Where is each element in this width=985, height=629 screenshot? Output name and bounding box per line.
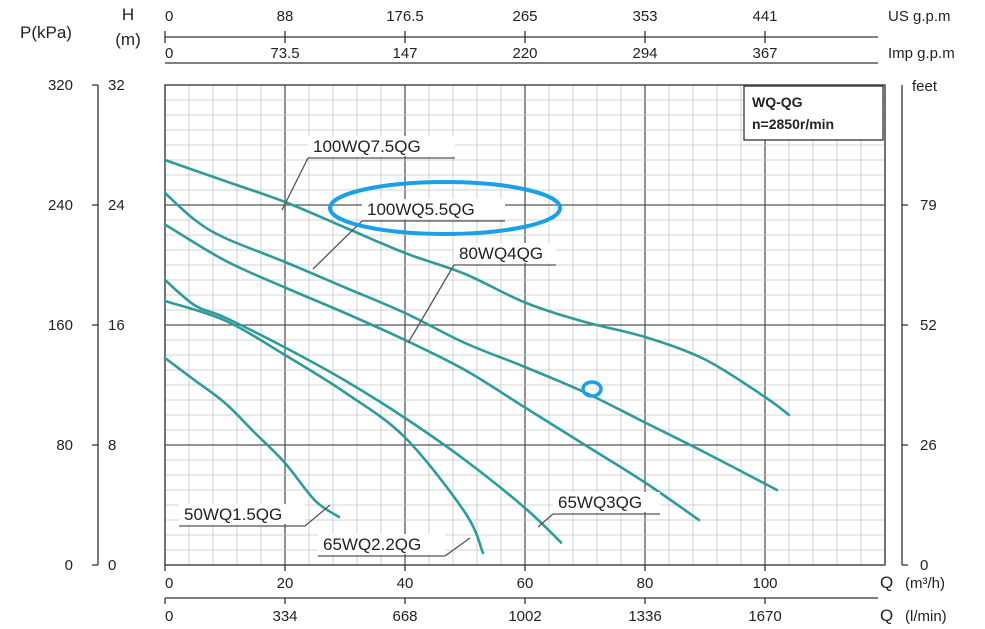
- us-gpm-tick-label: 0: [165, 8, 173, 25]
- kpa-tick-label: 240: [48, 197, 73, 214]
- curve-label-bg: [362, 199, 505, 219]
- curve-label-bg: [454, 243, 556, 263]
- axes: 0 0 80 8 160 16 240 24 320 32 P(kPa) H (m) 0 26 52 79 fee…: [20, 5, 955, 625]
- us-gpm-tick-label: 265: [512, 8, 537, 25]
- x-tick-label: 100: [752, 575, 777, 592]
- feet-tick-label: 0: [920, 557, 928, 574]
- curve-100wq7-5qg: [163, 158, 791, 417]
- imp-gpm-tick-label: 220: [512, 45, 537, 62]
- h-axis-unit: (m): [115, 30, 140, 49]
- x-tick-label: 20: [277, 575, 294, 592]
- us-gpm-axis-title: US g.p.m: [888, 8, 951, 25]
- curve-65wq3qg: [163, 278, 563, 544]
- lmin-tick-label: 1002: [508, 608, 541, 625]
- curve-label: 65WQ2.2QG: [323, 535, 421, 554]
- h-tick-label: 24: [108, 197, 125, 214]
- curve-label: 100WQ5.5QG: [367, 200, 475, 219]
- feet-tick-label: 26: [920, 437, 937, 454]
- feet-axis-title: feet: [912, 78, 938, 95]
- lmin-tick-label: 334: [272, 608, 297, 625]
- curve-label-bg: [553, 492, 660, 512]
- imp-gpm-tick-label: 367: [752, 45, 777, 62]
- highlight-point-marker: [581, 380, 603, 398]
- us-gpm-tick-label: 176.5: [386, 8, 424, 25]
- highlight-ellipse: [328, 180, 562, 236]
- curve-65wq2-2qg: [163, 299, 485, 555]
- curve-label-leader: [304, 504, 331, 527]
- imp-gpm-tick-label: 147: [392, 45, 417, 62]
- title-box: [743, 85, 884, 141]
- curve-label-leader: [281, 157, 309, 211]
- imp-gpm-tick-label: 73.5: [270, 45, 299, 62]
- h-tick-label: 16: [108, 317, 125, 334]
- x-axis-title: Q: [880, 573, 893, 592]
- curve-label-bg: [318, 534, 445, 554]
- x-tick-label: 0: [165, 575, 173, 592]
- imp-gpm-tick-label: 0: [165, 45, 173, 62]
- kpa-axis-title: P(kPa): [20, 23, 72, 42]
- kpa-tick-label: 80: [56, 437, 73, 454]
- curve-label-bg: [179, 504, 305, 524]
- curve-label: 80WQ4QG: [459, 244, 543, 263]
- curve-100wq5-5qg: [163, 191, 779, 492]
- curve-50wq1-5qg: [163, 356, 341, 519]
- kpa-tick-label: 160: [48, 317, 73, 334]
- x-tick-label: 80: [637, 575, 654, 592]
- lmin-tick-label: 0: [165, 608, 173, 625]
- curve-label-bg: [308, 136, 455, 156]
- lmin-tick-label: 668: [392, 608, 417, 625]
- grid: [164, 84, 886, 566]
- h-tick-label: 32: [108, 77, 125, 94]
- curve-80wq4qg: [163, 223, 701, 522]
- curve-label: 50WQ1.5QG: [184, 505, 282, 524]
- curve-label-leader: [444, 537, 471, 557]
- us-gpm-tick-label: 88: [277, 8, 294, 25]
- curves: [163, 158, 791, 555]
- feet-tick-label: 79: [920, 197, 937, 214]
- us-gpm-tick-label: 441: [752, 8, 777, 25]
- annotations: 100WQ7.5QG 100WQ5.5QG 80WQ4QG 65WQ3QG 65WQ2.…: [179, 85, 884, 557]
- h-tick-label: 0: [108, 557, 116, 574]
- lmin-tick-label: 1670: [748, 608, 781, 625]
- curve-label-leader: [537, 513, 554, 528]
- lmin-axis-unit: (l/min): [905, 608, 947, 625]
- x-axis-unit: (m³/h): [905, 575, 945, 592]
- curve-label-leader: [407, 264, 455, 344]
- imp-gpm-axis-title: Imp g.p.m: [888, 45, 955, 62]
- curve-label: 100WQ7.5QG: [313, 137, 421, 156]
- lmin-axis-title: Q: [880, 606, 893, 625]
- feet-tick-label: 52: [920, 317, 937, 334]
- chart-subtitle: n=2850r/min: [752, 116, 834, 132]
- curve-label-leader: [312, 220, 363, 270]
- us-gpm-tick-label: 353: [632, 8, 657, 25]
- kpa-tick-label: 320: [48, 77, 73, 94]
- chart-title: WQ-QG: [752, 94, 803, 110]
- kpa-tick-label: 0: [65, 557, 73, 574]
- curve-label: 65WQ3QG: [558, 493, 642, 512]
- x-tick-label: 60: [517, 575, 534, 592]
- lmin-tick-label: 1336: [628, 608, 661, 625]
- imp-gpm-tick-label: 294: [632, 45, 657, 62]
- h-axis-title: H: [122, 5, 134, 24]
- h-tick-label: 8: [108, 437, 116, 454]
- x-tick-label: 40: [397, 575, 414, 592]
